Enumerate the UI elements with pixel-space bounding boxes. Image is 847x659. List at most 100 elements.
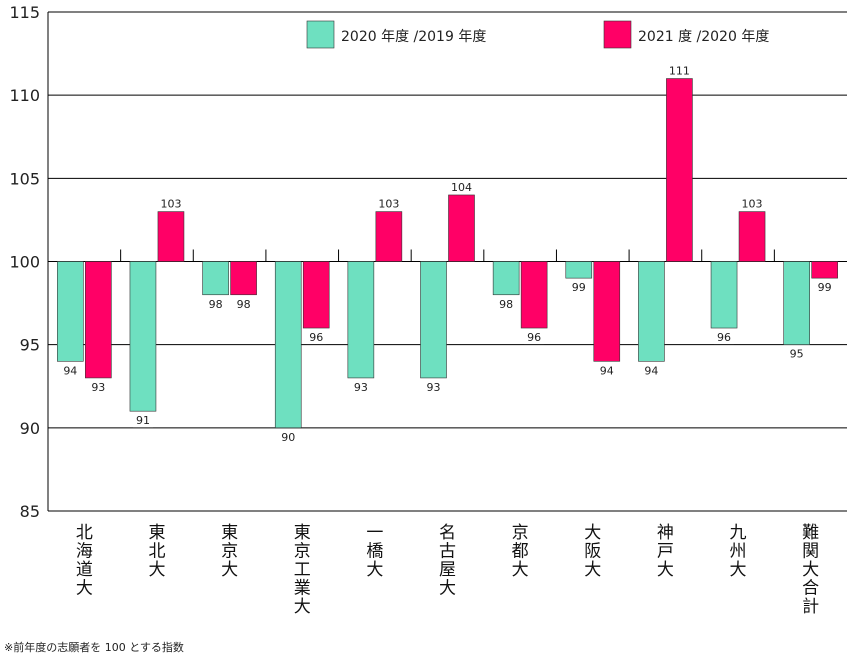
category-label-9-char: 戸 — [657, 542, 674, 562]
bar-1-1 — [57, 261, 84, 362]
bar-2-11 — [811, 261, 838, 279]
data-label-bg — [596, 364, 617, 378]
legend-swatch-2 — [603, 20, 632, 49]
data-label-2-3: 98 — [237, 298, 251, 311]
data-label-2-2: 103 — [160, 198, 181, 211]
category-label-7-char: 都 — [512, 542, 529, 562]
category-label-11-char: 計 — [802, 597, 819, 617]
data-label-1-9: 94 — [644, 364, 658, 377]
category-label-4-char: 工 — [294, 560, 311, 580]
bar-2-7 — [520, 261, 548, 329]
category-label-6-char: 古 — [439, 542, 456, 562]
bar-1-8 — [565, 261, 593, 279]
bar-2-5 — [375, 211, 403, 262]
data-label-bg — [814, 281, 835, 295]
category-label-4-char: 大 — [294, 597, 311, 617]
data-label-bg — [524, 331, 545, 345]
bar-1-3 — [202, 261, 229, 296]
category-label-4-char: 業 — [294, 579, 311, 599]
data-label-bg — [88, 380, 109, 394]
bar-1-10 — [710, 261, 738, 329]
data-label-2-1: 93 — [91, 381, 105, 394]
data-label-bg — [669, 64, 690, 78]
y-tick-label-100: 100 — [9, 253, 40, 272]
data-label-bg — [233, 297, 254, 311]
bar-1-5 — [347, 261, 375, 379]
category-label-6-char: 大 — [439, 579, 456, 599]
category-label-1-char: 海 — [76, 542, 93, 562]
bar-1-11 — [783, 261, 810, 345]
legend-label-1: 2020 年度 /2019 年度 — [341, 29, 486, 45]
data-label-1-2: 91 — [136, 414, 150, 427]
data-label-2-5: 103 — [378, 198, 399, 211]
y-tick-label-95: 95 — [20, 336, 40, 355]
category-label-8-char: 阪 — [584, 542, 601, 562]
category-label-10-char: 九 — [730, 523, 747, 543]
bar-2-9 — [666, 78, 693, 262]
category-label-1-char: 大 — [76, 579, 93, 599]
data-label-2-7: 96 — [527, 331, 541, 344]
category-label-4-char: 京 — [294, 542, 311, 562]
category-label-7-char: 京 — [512, 523, 529, 543]
data-label-bg — [160, 197, 181, 211]
data-label-1-5: 93 — [354, 381, 368, 394]
data-label-bg — [496, 297, 517, 311]
bar-2-6 — [448, 194, 475, 262]
bar-2-10 — [738, 211, 766, 262]
data-label-2-9: 111 — [669, 65, 690, 78]
data-label-bg — [714, 331, 735, 345]
data-labels: 94 93 91 103 98 98 90 96 93 103 93 104 98 96 99 94 94 111… — [60, 64, 835, 444]
category-label-3-char: 東 — [221, 523, 238, 543]
category-label-3-char: 大 — [221, 560, 238, 580]
bar-2-1 — [85, 261, 112, 379]
data-label-1-4: 90 — [281, 431, 295, 444]
legend-label-2: 2021 度 /2020 年度 — [638, 29, 769, 45]
data-label-2-11: 99 — [818, 281, 832, 294]
data-label-bg — [350, 380, 371, 394]
category-label-2-char: 北 — [148, 542, 165, 562]
category-label-11-char: 大 — [802, 560, 819, 580]
bar-chart: 859095100105110115北海道大東北大東京大東京工業大一橋大名古屋大… — [9, 3, 847, 617]
category-label-11-char: 合 — [802, 579, 819, 599]
category-label-1-char: 北 — [76, 523, 93, 543]
category-label-9-char: 神 — [657, 523, 674, 543]
data-label-bg — [568, 281, 589, 295]
data-label-bg — [205, 297, 226, 311]
bar-1-9 — [638, 261, 665, 362]
category-label-9-char: 大 — [657, 560, 674, 580]
bar-1-7 — [492, 261, 520, 296]
data-label-1-8: 99 — [572, 281, 586, 294]
y-tick-label-110: 110 — [9, 86, 40, 105]
data-label-bg — [60, 364, 81, 378]
category-label-3-char: 京 — [221, 542, 238, 562]
data-label-2-10: 103 — [742, 198, 763, 211]
category-label-5-char: 一 — [366, 523, 383, 543]
data-label-1-1: 94 — [63, 364, 77, 377]
bar-1-2 — [129, 261, 157, 412]
category-label-5-char: 大 — [366, 560, 383, 580]
axes: 859095100105110115北海道大東北大東京大東京工業大一橋大名古屋大… — [9, 3, 819, 617]
data-label-2-6: 104 — [451, 181, 472, 194]
bar-2-4 — [302, 261, 330, 329]
data-label-1-3: 98 — [209, 298, 223, 311]
category-label-5-char: 橋 — [366, 542, 383, 562]
legend: 2020 年度 /2019 年度 2021 度 /2020 年度 — [306, 20, 769, 49]
data-label-bg — [378, 197, 399, 211]
category-label-11-char: 難 — [802, 523, 819, 543]
bar-2-2 — [157, 211, 185, 262]
category-label-2-char: 東 — [148, 523, 165, 543]
data-label-bg — [306, 331, 327, 345]
data-label-1-10: 96 — [717, 331, 731, 344]
y-tick-label-115: 115 — [9, 3, 40, 22]
data-label-1-11: 95 — [790, 348, 804, 361]
category-label-2-char: 大 — [148, 560, 165, 580]
data-label-1-6: 93 — [427, 381, 441, 394]
category-label-8-char: 大 — [584, 560, 601, 580]
data-label-bg — [423, 380, 444, 394]
legend-swatch-1 — [306, 20, 335, 49]
data-label-bg — [278, 430, 299, 444]
bar-2-8 — [593, 261, 621, 362]
bar-2-3 — [230, 261, 257, 296]
data-label-2-4: 96 — [309, 331, 323, 344]
footnote: ※前年度の志願者を 100 とする指数 — [4, 641, 184, 654]
